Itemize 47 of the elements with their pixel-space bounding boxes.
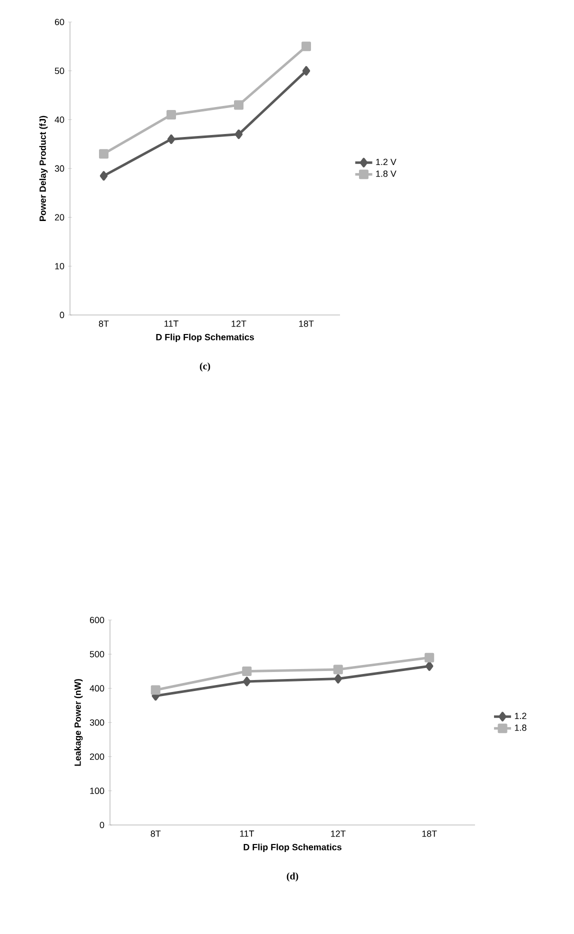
y-axis-title: Power Delay Product (fJ)	[39, 116, 48, 221]
point	[334, 674, 342, 684]
y-tick-label: 400	[90, 685, 104, 692]
legend-label: 1.8 V	[376, 170, 396, 177]
point	[166, 110, 176, 120]
y-tick-label: 30	[54, 165, 64, 172]
y-tick-label: 600	[90, 616, 104, 624]
x-tick-label: 12T	[232, 320, 246, 327]
y-tick-label: 20	[54, 214, 64, 221]
point	[242, 666, 252, 676]
point	[234, 130, 243, 140]
legend-label: 1.2	[514, 712, 526, 720]
x-tick-label: 12T	[331, 830, 346, 837]
point	[150, 685, 160, 695]
y-tick-label: 0	[100, 822, 104, 828]
point	[425, 661, 434, 671]
y-tick-label: 200	[90, 753, 104, 760]
x-tick-label: 11T	[164, 320, 178, 327]
point	[243, 676, 251, 686]
x-tick-label: 8T	[98, 320, 109, 327]
y-axis-title: Leakage Power (nW)	[74, 679, 83, 766]
y-tick-label: 50	[54, 68, 64, 74]
legend-label: 1.2 V	[376, 158, 396, 166]
point	[301, 42, 311, 52]
x-tick-label: 11T	[240, 830, 254, 837]
point	[333, 664, 343, 674]
point	[100, 171, 108, 181]
y-tick-label: 0	[60, 312, 64, 318]
point	[424, 652, 434, 662]
x-axis-title: D Flip Flop Schematics	[156, 334, 254, 342]
text: (c)	[200, 362, 210, 372]
point	[167, 134, 176, 144]
y-tick-label: 10	[55, 262, 64, 270]
point	[99, 149, 108, 159]
text: (d)	[286, 872, 298, 882]
legend-label: 1.8	[514, 724, 526, 731]
point	[302, 66, 310, 76]
x-tick-label: 18T	[422, 830, 437, 837]
y-tick-label: 500	[90, 650, 104, 658]
x-axis-title: D Flip Flop Schematics	[244, 844, 342, 852]
y-tick-label: 60	[54, 18, 64, 26]
x-tick-label: 18T	[299, 320, 314, 327]
y-tick-label: 100	[90, 788, 104, 794]
y-tick-label: 300	[90, 719, 104, 726]
x-tick-label: 8T	[150, 830, 161, 837]
y-tick-label: 40	[54, 116, 64, 123]
point	[234, 100, 244, 110]
